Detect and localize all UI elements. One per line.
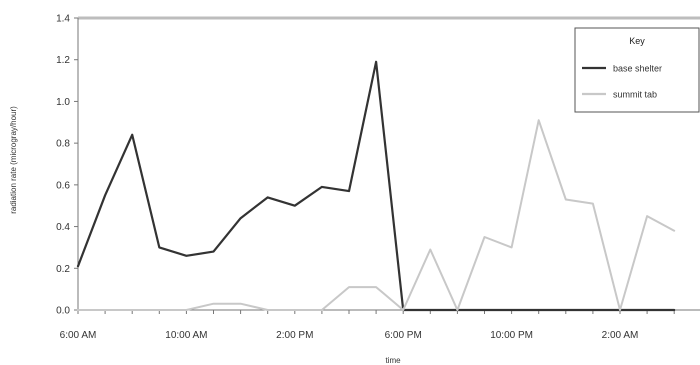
x-axis-title: time <box>385 356 401 365</box>
legend: Key base shelter summit tab <box>574 27 700 113</box>
legend-label: summit tab <box>613 90 657 100</box>
x-tick-label: 2:00 PM <box>276 330 313 341</box>
legend-title: Key <box>629 36 645 46</box>
series-line-summit-tab <box>77 119 676 311</box>
y-tick-label: 0.4 <box>56 222 70 233</box>
x-tick-label: 6:00 AM <box>60 330 97 341</box>
y-tick-label: 1.4 <box>56 14 70 25</box>
data-series <box>76 60 676 312</box>
series-line-base-shelter <box>76 60 676 312</box>
tick-labels: 0.0 0.2 0.4 0.6 0.8 1.0 1.2 1.4 6:00 AM 10:00 AM 2… <box>56 14 638 342</box>
y-tick-label: 0.6 <box>56 180 70 191</box>
x-tick-label: 6:00 PM <box>385 330 422 341</box>
y-axis-title: radiation rate (microgray/hour) <box>9 106 18 214</box>
x-tick-label: 10:00 PM <box>490 330 533 341</box>
y-tick-label: 1.0 <box>56 97 70 108</box>
y-tick-label: 0.0 <box>56 306 70 317</box>
y-tick-label: 0.2 <box>56 264 70 275</box>
legend-box <box>574 27 700 113</box>
legend-entries: base shelter summit tab <box>582 64 662 100</box>
x-tick-label: 10:00 AM <box>165 330 207 341</box>
y-tick-label: 1.2 <box>56 55 70 66</box>
y-tick-label: 0.8 <box>56 139 70 150</box>
legend-label: base shelter <box>613 64 662 74</box>
x-tick-label: 2:00 AM <box>602 330 639 341</box>
